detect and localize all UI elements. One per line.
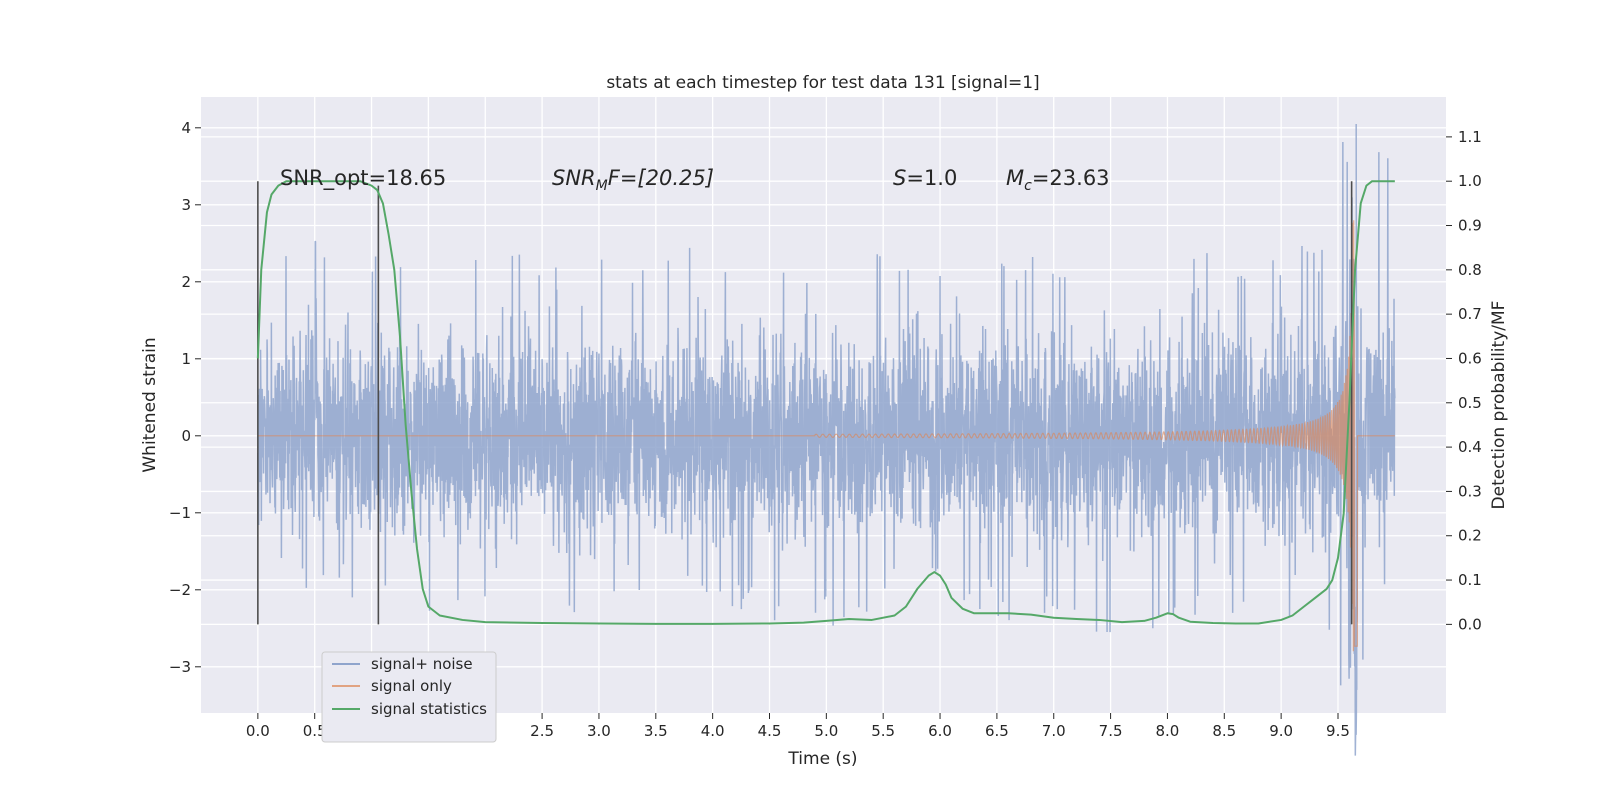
y-tick-label-left: 2: [181, 273, 191, 291]
x-tick-label: 7.0: [1042, 722, 1066, 740]
legend-label-stats: signal statistics: [371, 700, 487, 718]
y-tick-label-left: −3: [169, 658, 191, 676]
x-tick-label: 6.0: [928, 722, 952, 740]
legend-box: [321, 651, 497, 743]
legend-label-noise: signal+ noise: [371, 655, 473, 673]
annotation-s: S=1.0: [893, 166, 957, 190]
x-tick-label: 0.0: [246, 722, 270, 740]
y-tick-label-right: 0.1: [1458, 571, 1482, 589]
y-tick-label-left: 1: [181, 350, 191, 368]
y-tick-label-right: 0.0: [1458, 615, 1482, 633]
x-tick-label: 4.0: [701, 722, 725, 740]
annotation-snr-mf-sub: M: [596, 178, 608, 194]
annotation-snr-mf-base: SNR: [552, 166, 596, 190]
y-axis-left-label: Whitened strain: [140, 337, 160, 472]
x-tick-label: 5.5: [871, 722, 895, 740]
legend: signal+ noise signal only signal statist…: [321, 651, 497, 743]
y-tick-label-left: 3: [181, 196, 191, 214]
y-axis-left-ticks: −3 −2 −1 0 1 2 3 4: [169, 119, 201, 676]
x-tick-label: 2.5: [530, 722, 554, 740]
x-tick-label: 9.0: [1269, 722, 1293, 740]
x-tick-label: 8.0: [1156, 722, 1180, 740]
y-tick-label-right: 1.0: [1458, 172, 1482, 190]
x-tick-label: 0.5: [303, 722, 327, 740]
legend-label-signal: signal only: [371, 677, 452, 695]
y-tick-label-right: 0.8: [1458, 261, 1482, 279]
signal-noise-series: [257, 123, 1396, 756]
chart-title: stats at each timestep for test data 131…: [606, 73, 1039, 93]
signal-only-line: [257, 220, 1395, 652]
y-axis-right-label: Detection probability/MF: [1489, 301, 1509, 510]
x-tick-label: 4.5: [758, 722, 782, 740]
x-tick-label: 3.5: [644, 722, 668, 740]
y-tick-label-right: 0.4: [1458, 438, 1482, 456]
y-tick-label-right: 1.1: [1458, 128, 1482, 146]
y-tick-label-right: 0.9: [1458, 217, 1482, 235]
x-tick-label: 9.5: [1326, 722, 1350, 740]
annotation-mc-italic: M: [1006, 166, 1024, 190]
signal-noise-line: [257, 123, 1396, 756]
y-tick-label-right: 0.7: [1458, 305, 1482, 323]
annotation-mc-sub: c: [1024, 178, 1032, 194]
annotation-s-rest: =1.0: [906, 166, 957, 190]
annotation-snr-mf: SNRMF=[20.25]: [552, 166, 714, 194]
y-tick-label-right: 0.3: [1458, 482, 1482, 500]
vertical-markers: [257, 181, 1353, 625]
signal-statistics-line: [256, 180, 1395, 625]
y-tick-label-right: 0.2: [1458, 527, 1482, 545]
y-tick-label-right: 0.5: [1458, 394, 1482, 412]
x-tick-label: 3.0: [587, 722, 611, 740]
annotation-mc-rest: =23.63: [1032, 166, 1110, 190]
x-tick-label: 8.5: [1212, 722, 1236, 740]
x-axis-label: Time (s): [787, 749, 857, 769]
y-tick-label-left: 4: [181, 119, 191, 137]
signal-only-series: [257, 220, 1395, 652]
x-tick-label: 7.5: [1099, 722, 1123, 740]
y-tick-label-left: 0: [181, 427, 191, 445]
y-tick-label-left: −2: [169, 581, 191, 599]
annotation-mc: Mc=23.63: [1006, 166, 1110, 194]
x-tick-label: 5.0: [814, 722, 838, 740]
signal-statistics-series: [256, 180, 1395, 625]
y-tick-label-right: 0.6: [1458, 349, 1482, 367]
annotation-snr-mf-rest: F=[20.25]: [608, 166, 714, 190]
annotation-snr-opt: SNR_opt=18.65: [280, 166, 446, 191]
y-tick-label-left: −1: [169, 504, 191, 522]
y-axis-right-ticks: 0.0 0.1 0.2 0.3 0.4 0.5 0.6 0.7 0.8 0.9 1.0 1.1: [1446, 128, 1482, 633]
x-tick-label: 6.5: [985, 722, 1009, 740]
annotation-s-italic: S: [893, 166, 906, 190]
